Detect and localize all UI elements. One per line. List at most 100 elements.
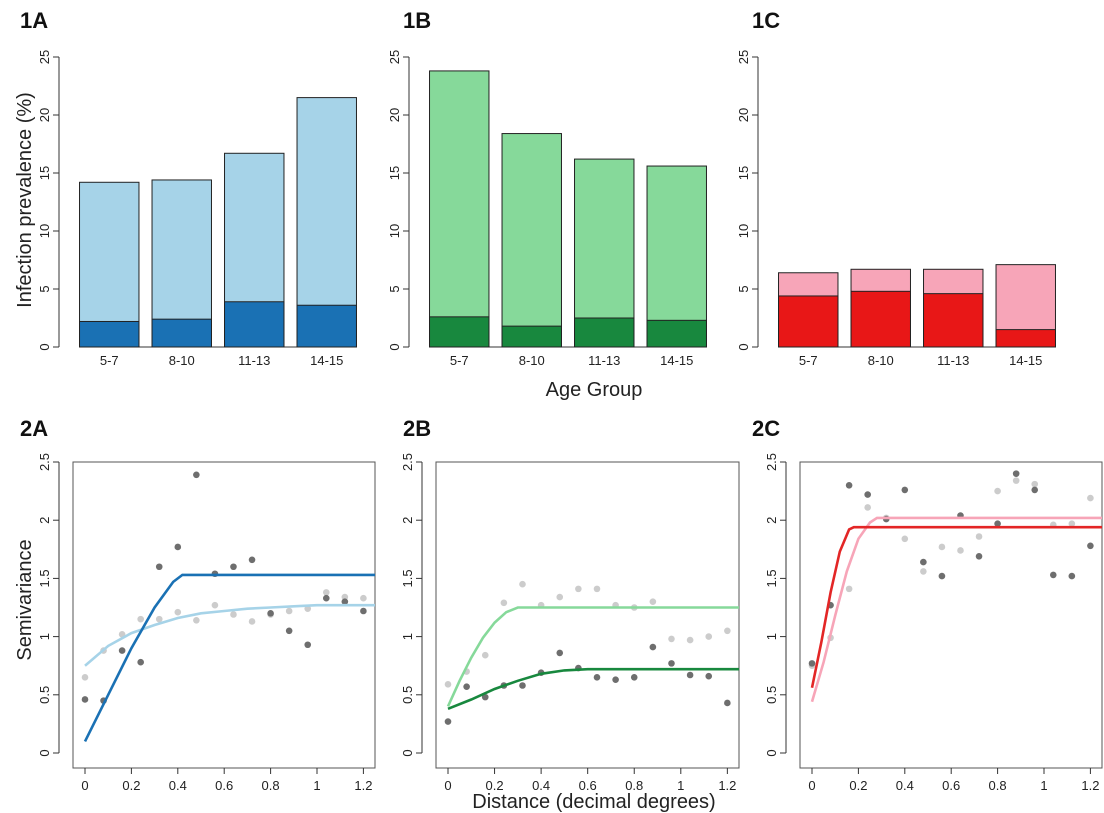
- panel-1a: 1A 0 5 10 15 20 25 5-7 8-10 11-13 14-15: [20, 8, 357, 368]
- data-point: [174, 543, 182, 551]
- data-point: [267, 610, 274, 617]
- x-tick-label: 0.8: [989, 778, 1007, 793]
- y-tick-label: 0: [764, 749, 779, 756]
- data-point: [686, 671, 694, 679]
- y-tick-label: 2: [37, 517, 52, 524]
- data-point: [668, 635, 675, 643]
- data-point: [500, 599, 508, 607]
- x-tick-label: 0.8: [262, 778, 280, 793]
- x-tick-label: 8-10: [519, 353, 545, 368]
- panel-label-2b: 2B: [403, 416, 431, 441]
- x-tick-label: 1.2: [718, 778, 736, 793]
- data-point: [285, 607, 293, 615]
- data-point: [556, 649, 564, 657]
- data-point: [593, 674, 601, 681]
- bar-x-axis-title: Age Group: [546, 379, 643, 401]
- data-point: [137, 658, 144, 666]
- data-point: [285, 627, 293, 635]
- y-tick-label: 0.5: [764, 686, 779, 704]
- x-tick-label: 11-13: [238, 353, 270, 368]
- variogram-x-axis-title: Distance (decimal degrees): [472, 791, 715, 813]
- data-point: [193, 617, 200, 624]
- data-point: [845, 585, 853, 593]
- fitted-curve: [83, 573, 375, 742]
- data-point: [463, 683, 470, 690]
- fitted-curve: [446, 606, 739, 707]
- x-tick-label: 14-15: [660, 353, 693, 368]
- fitted-curve: [810, 525, 1102, 689]
- data-point: [994, 487, 1001, 495]
- x-tick-label: 1: [677, 778, 684, 793]
- y-tick-label: 15: [736, 166, 751, 180]
- y-tick-label: 15: [37, 166, 52, 180]
- fitted-curve: [810, 516, 1102, 703]
- bar-subset: [224, 301, 285, 348]
- y-tick-label: 5: [37, 285, 52, 292]
- data-point: [211, 601, 219, 609]
- x-tick-label: 1.2: [354, 778, 372, 793]
- data-point: [724, 699, 731, 707]
- data-point: [630, 674, 638, 681]
- panel-2c: 2C 0 0.5 1 1.5 2 2.5 0 0.2 0.4 0.6 0.8 1 1.2: [752, 416, 1103, 793]
- data-point: [304, 641, 312, 649]
- x-tick-label: 8-10: [868, 353, 894, 368]
- bar-subset: [574, 317, 635, 348]
- panel-label-2a: 2A: [20, 416, 48, 441]
- y-tick-label: 0: [400, 749, 415, 756]
- y-tick-label: 10: [37, 224, 52, 238]
- x-tick-label: 0: [81, 778, 88, 793]
- y-tick-label: 1: [37, 633, 52, 640]
- data-point: [360, 607, 367, 615]
- data-point: [705, 633, 713, 640]
- y-tick-label: 20: [387, 108, 402, 122]
- x-tick-label: 5-7: [799, 353, 818, 368]
- data-point: [519, 682, 526, 689]
- data-point: [668, 660, 675, 667]
- x-tick-label: 11-13: [937, 353, 969, 368]
- variogram-y-axis-title: Semivariance: [14, 539, 36, 660]
- x-tick-label: 1.2: [1081, 778, 1099, 793]
- x-tick-label: 0.2: [486, 778, 504, 793]
- panel-label-2c: 2C: [752, 416, 780, 441]
- data-point: [155, 615, 163, 623]
- plot-frame: [799, 461, 1103, 769]
- y-tick-label: 15: [387, 166, 402, 180]
- data-point: [1031, 480, 1039, 488]
- y-tick-label: 20: [736, 108, 751, 122]
- y-tick-label: 0: [37, 749, 52, 756]
- x-tick-label: 0.4: [896, 778, 914, 793]
- data-point: [845, 481, 853, 489]
- data-point: [1068, 520, 1076, 527]
- y-tick-label: 0.5: [37, 686, 52, 704]
- data-point: [248, 556, 256, 564]
- bar-total: [501, 133, 562, 348]
- panel-label-1a: 1A: [20, 8, 48, 33]
- bar-subset: [296, 304, 357, 348]
- data-point: [864, 504, 871, 511]
- x-tick-label: 5-7: [100, 353, 119, 368]
- data-point: [724, 627, 731, 635]
- bar-subset: [429, 316, 490, 348]
- y-tick-label: 25: [37, 50, 52, 64]
- y-tick-label: 2.5: [400, 453, 415, 471]
- x-tick-label: 0: [808, 778, 815, 793]
- x-tick-label: 0.6: [942, 778, 960, 793]
- x-tick-label: 11-13: [588, 353, 620, 368]
- data-point: [1087, 494, 1094, 502]
- data-point: [1049, 571, 1057, 579]
- data-point: [1012, 470, 1020, 477]
- y-tick-label: 25: [387, 50, 402, 64]
- y-tick-label: 0: [37, 343, 52, 350]
- panel-2a: 2A 0 0.5 1 1.5 2 2.5 0 0.2 0.4 0.6 0.8 1 1.2: [20, 416, 376, 793]
- data-point: [1068, 572, 1076, 580]
- data-point: [920, 568, 927, 575]
- y-tick-label: 20: [37, 108, 52, 122]
- x-tick-label: 0.6: [579, 778, 597, 793]
- panel-1c: 1C 0 5 10 15 20 25 5-7 8-10 11-13 14-15: [736, 8, 1056, 368]
- data-point: [994, 520, 1001, 527]
- bar-subset: [151, 318, 212, 348]
- data-point: [230, 611, 237, 618]
- panel-2b: 2B 0 0.5 1 1.5 2 2.5 0 0.2 0.4 0.6 0.8 1 1.2: [400, 416, 740, 793]
- y-tick-label: 1.5: [400, 569, 415, 587]
